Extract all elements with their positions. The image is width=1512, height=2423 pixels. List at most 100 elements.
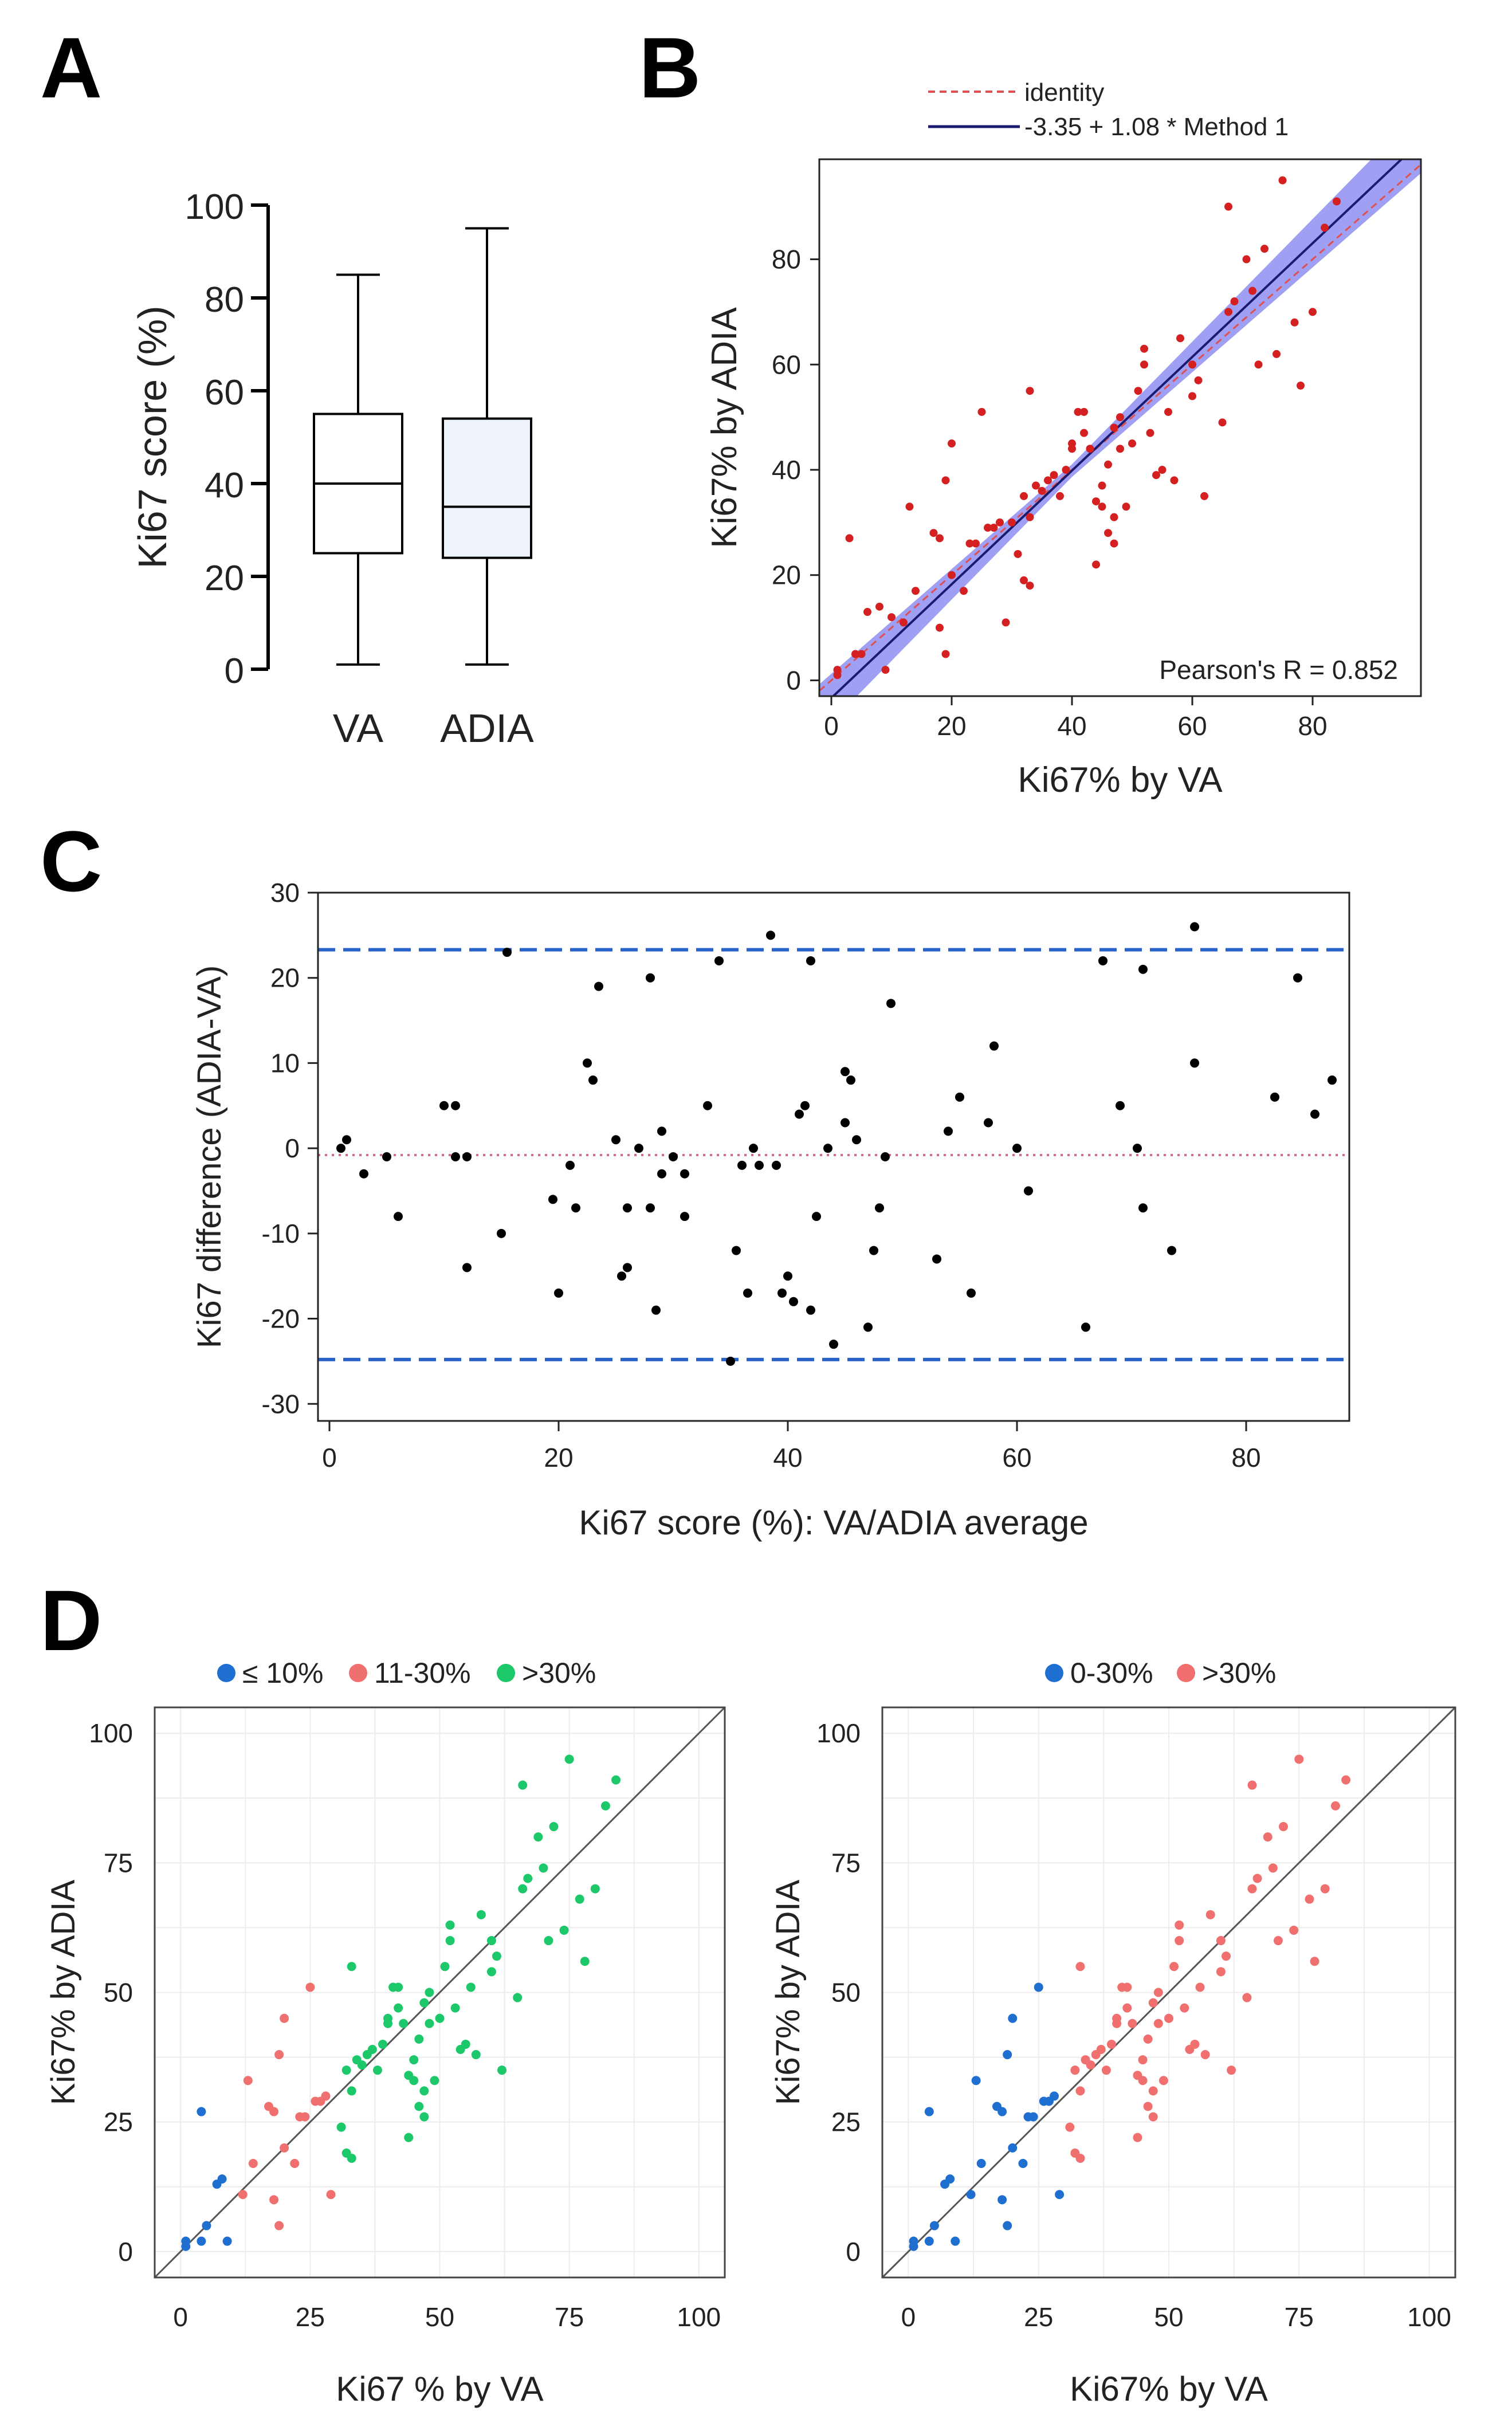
legend-swatch: [497, 1664, 515, 1682]
data-point: [341, 2065, 351, 2075]
data-point: [611, 1135, 620, 1145]
data-point: [924, 2107, 934, 2116]
data-point: [841, 1118, 850, 1128]
data-point: [1110, 539, 1118, 548]
data-point: [1224, 308, 1232, 316]
data-point: [445, 1920, 455, 1930]
data-point: [274, 2050, 284, 2060]
data-point: [1086, 445, 1094, 453]
data-point: [425, 1988, 434, 1997]
identity-line: [154, 1706, 726, 2279]
x-tick-label: 20: [544, 1443, 573, 1472]
data-point: [1075, 2153, 1085, 2163]
confidence-band: [819, 159, 1421, 696]
data-point: [539, 1863, 548, 1873]
data-point: [1247, 1884, 1257, 1894]
data-point: [1128, 2018, 1137, 2028]
y-tick-label: 40: [772, 455, 801, 485]
data-point: [1008, 2143, 1018, 2153]
data-point: [409, 2055, 419, 2065]
data-point: [1330, 1801, 1340, 1811]
data-point: [321, 2091, 331, 2101]
data-point: [269, 2107, 279, 2116]
plot-frame: [317, 892, 1350, 1422]
data-point: [1098, 481, 1106, 490]
data-point: [414, 2034, 424, 2044]
plot-frame: [881, 1706, 1456, 2279]
data-point: [462, 1152, 472, 1161]
data-point: [1167, 1246, 1176, 1255]
data-point: [486, 1967, 496, 1977]
y-axis-title: Ki67% by ADIA: [45, 1880, 82, 2106]
data-point: [336, 2122, 346, 2132]
y-tick-label: 40: [205, 466, 244, 505]
x-tick-label: 75: [1285, 2302, 1314, 2332]
data-point: [466, 1982, 476, 1992]
legend-swatch: [1177, 1664, 1195, 1682]
legend-label: 0-30%: [1070, 1657, 1153, 1689]
x-tick-label: 25: [296, 2302, 325, 2332]
legend-identity-label: identity: [1024, 78, 1104, 107]
data-point: [1134, 387, 1142, 395]
data-point: [703, 1101, 712, 1110]
data-point: [1146, 429, 1154, 437]
data-point: [1080, 429, 1088, 437]
y-tick-label: 0: [285, 1133, 300, 1163]
category-label: ADIA: [440, 706, 534, 751]
y-tick-label: 10: [270, 1048, 300, 1078]
data-point: [1222, 1951, 1231, 1961]
data-point: [1190, 922, 1199, 932]
data-point: [197, 2107, 206, 2116]
x-tick-label: 0: [901, 2302, 916, 2332]
data-point: [1328, 1075, 1337, 1085]
data-point: [1248, 286, 1256, 295]
data-point: [1224, 202, 1232, 211]
data-point: [1227, 2065, 1236, 2075]
data-point: [912, 587, 920, 595]
data-point: [997, 2107, 1007, 2116]
data-point: [1092, 497, 1100, 506]
data-point: [936, 623, 944, 632]
data-point: [1075, 1962, 1085, 1972]
data-point: [1138, 2055, 1148, 2065]
data-point: [772, 1160, 781, 1170]
data-point: [623, 1263, 632, 1273]
data-point: [1140, 360, 1148, 369]
data-point: [1148, 2086, 1158, 2096]
data-point: [1242, 255, 1251, 264]
data-point: [594, 981, 603, 991]
data-point: [1098, 502, 1106, 511]
data-point: [909, 2236, 918, 2246]
data-point: [357, 2060, 367, 2070]
data-point: [394, 2003, 403, 2013]
data-point: [394, 1212, 403, 1222]
data-point: [439, 1101, 449, 1110]
data-point: [972, 539, 980, 548]
data-point: [238, 2190, 248, 2200]
y-tick-label: 75: [104, 1848, 133, 1878]
data-point: [944, 1126, 953, 1136]
x-tick-label: 0: [824, 711, 839, 741]
data-point: [929, 529, 938, 537]
y-tick-label: 20: [772, 560, 801, 590]
data-point: [1305, 1894, 1314, 1904]
data-point: [497, 1228, 506, 1238]
data-point: [1014, 549, 1022, 558]
data-point: [732, 1246, 741, 1255]
data-point: [502, 948, 512, 957]
data-point: [533, 1832, 543, 1842]
y-tick-label: 75: [831, 1848, 861, 1878]
data-point: [851, 650, 859, 658]
y-axis-title: Ki67 difference (ADIA-VA): [191, 965, 228, 1348]
data-point: [1116, 445, 1124, 453]
data-point: [955, 1092, 964, 1102]
data-point: [1153, 1988, 1163, 1997]
data-point: [378, 2039, 387, 2049]
data-point: [948, 439, 956, 448]
data-point: [1260, 245, 1268, 253]
data-point: [414, 2102, 424, 2111]
data-point: [575, 1894, 584, 1904]
data-point: [197, 2236, 206, 2246]
data-point: [1194, 376, 1203, 384]
data-point: [617, 1271, 626, 1281]
